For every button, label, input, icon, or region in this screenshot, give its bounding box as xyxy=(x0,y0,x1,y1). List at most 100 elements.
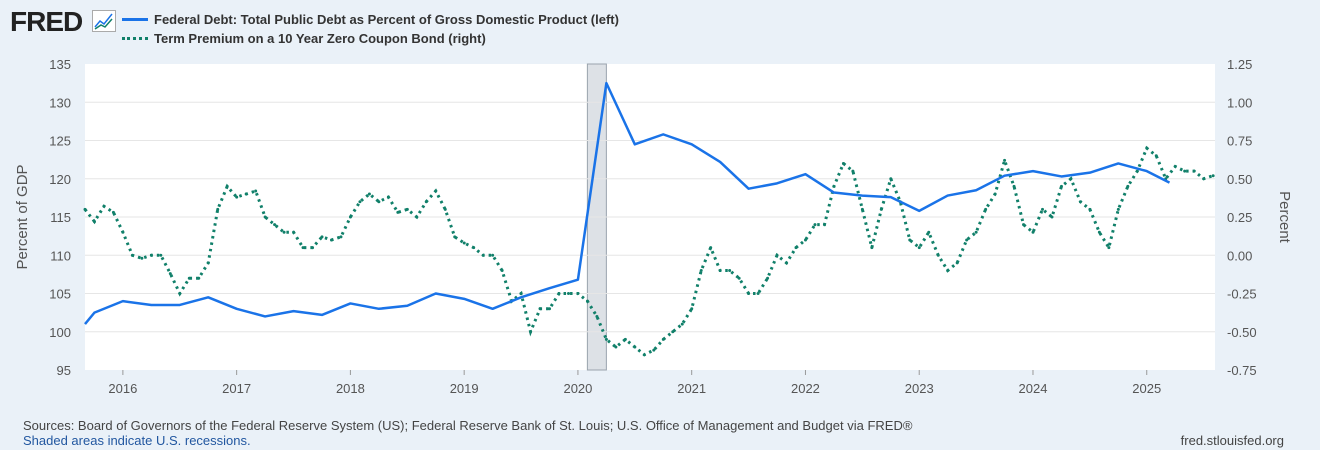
term-premium-point xyxy=(690,307,694,311)
term-premium-point xyxy=(623,337,627,341)
term-premium-point xyxy=(491,253,495,257)
term-premium-point xyxy=(718,269,722,273)
term-premium-point xyxy=(566,292,570,295)
term-premium-point xyxy=(576,292,580,295)
term-premium-point xyxy=(149,253,153,257)
term-premium-point xyxy=(1107,246,1111,250)
term-premium-point xyxy=(254,189,258,193)
legend-item-debt[interactable]: Federal Debt: Total Public Debt as Perce… xyxy=(122,10,619,29)
term-premium-point xyxy=(405,207,409,211)
y2-tick-label: 0.00 xyxy=(1227,248,1252,263)
term-premium-point xyxy=(187,276,191,280)
y-tick-label: 115 xyxy=(50,210,71,225)
term-premium-point xyxy=(102,204,106,208)
term-premium-point xyxy=(747,292,751,295)
term-premium-point xyxy=(841,161,845,165)
term-premium-point xyxy=(851,169,855,173)
term-premium-point xyxy=(244,192,248,196)
term-premium-point xyxy=(1211,174,1215,178)
y-tick-label: 105 xyxy=(49,287,71,302)
recession-note-link[interactable]: Shaded areas indicate U.S. recessions. xyxy=(23,433,251,448)
term-premium-point xyxy=(396,210,400,214)
term-premium-point xyxy=(434,189,438,193)
term-premium-point xyxy=(472,246,476,250)
term-premium-point xyxy=(1097,230,1101,234)
term-premium-point xyxy=(529,330,533,334)
chart-line-icon[interactable] xyxy=(92,10,116,32)
y-tick-label: 95 xyxy=(57,363,71,378)
term-premium-point xyxy=(453,235,457,239)
term-premium-point xyxy=(282,230,286,234)
term-premium-point xyxy=(946,269,950,273)
term-premium-point xyxy=(1173,165,1177,169)
term-premium-point xyxy=(130,253,134,257)
term-premium-point xyxy=(519,292,523,295)
term-premium-point xyxy=(1154,154,1158,158)
term-premium-point xyxy=(756,292,760,295)
y2-tick-label: -0.50 xyxy=(1227,325,1257,340)
y2-tick-label: 0.75 xyxy=(1227,134,1252,149)
term-premium-point xyxy=(908,238,912,242)
legend-swatch-dotted xyxy=(122,37,148,40)
term-premium-point xyxy=(965,238,969,242)
term-premium-point xyxy=(481,253,485,257)
legend-item-term-premium[interactable]: Term Premium on a 10 Year Zero Coupon Bo… xyxy=(122,29,619,48)
term-premium-point xyxy=(955,261,959,265)
term-premium-point xyxy=(1069,177,1073,181)
term-premium-point xyxy=(860,207,864,211)
federal-debt-line xyxy=(84,81,1171,325)
term-premium-line xyxy=(83,145,1214,357)
fred-logo[interactable]: FRED xyxy=(10,6,83,37)
term-premium-point xyxy=(386,195,390,199)
term-premium-point xyxy=(737,276,741,280)
term-premium-point xyxy=(178,292,182,295)
term-premium-point xyxy=(832,184,836,188)
term-premium-point xyxy=(111,210,115,214)
term-premium-point xyxy=(443,207,447,211)
site-url[interactable]: fred.stlouisfed.org xyxy=(1180,433,1284,448)
term-premium-point xyxy=(358,200,362,204)
term-premium-point xyxy=(92,220,96,224)
term-premium-point xyxy=(728,269,732,273)
term-premium-point xyxy=(974,230,978,234)
term-premium-point xyxy=(83,207,87,211)
y-tick-label: 100 xyxy=(49,325,71,340)
term-premium-point xyxy=(822,223,826,227)
legend-label: Term Premium on a 10 Year Zero Coupon Bo… xyxy=(154,31,486,46)
term-premium-point xyxy=(301,246,305,250)
y-tick-label: 130 xyxy=(49,95,71,110)
term-premium-point xyxy=(709,246,713,250)
term-premium-point xyxy=(320,235,324,239)
term-premium-point xyxy=(1192,169,1196,173)
term-premium-point xyxy=(661,337,665,341)
term-premium-point xyxy=(794,246,798,250)
term-premium-point xyxy=(1003,158,1007,162)
term-premium-point xyxy=(292,230,296,234)
x-tick-label: 2020 xyxy=(563,381,592,396)
term-premium-point xyxy=(1031,230,1035,234)
term-premium-point xyxy=(311,246,315,250)
y2-tick-label: 0.50 xyxy=(1227,172,1252,187)
term-premium-point xyxy=(548,307,552,311)
term-premium-point xyxy=(775,253,779,257)
y2-tick-label: -0.25 xyxy=(1227,287,1257,302)
term-premium-point xyxy=(984,207,988,211)
chart: 95 100 105 110 115 120 125 130 135 -0.75 -0.50 -0.2… xyxy=(14,57,1293,396)
term-premium-point xyxy=(614,345,618,349)
term-premium-point xyxy=(216,207,220,211)
term-premium-point xyxy=(197,276,201,280)
term-premium-point xyxy=(225,184,229,188)
term-premium-point xyxy=(1022,223,1026,227)
term-premium-point xyxy=(235,195,239,199)
term-premium-point xyxy=(1040,207,1044,211)
term-premium-point xyxy=(1012,184,1016,188)
term-premium-point xyxy=(595,314,599,318)
term-premium-point xyxy=(263,215,267,219)
term-premium-point xyxy=(377,200,381,204)
term-premium-point xyxy=(633,345,637,349)
term-premium-point xyxy=(936,253,940,257)
term-premium-point xyxy=(870,246,874,250)
legend-swatch-solid xyxy=(122,18,148,21)
term-premium-point xyxy=(813,223,817,227)
term-premium-point xyxy=(348,215,352,219)
